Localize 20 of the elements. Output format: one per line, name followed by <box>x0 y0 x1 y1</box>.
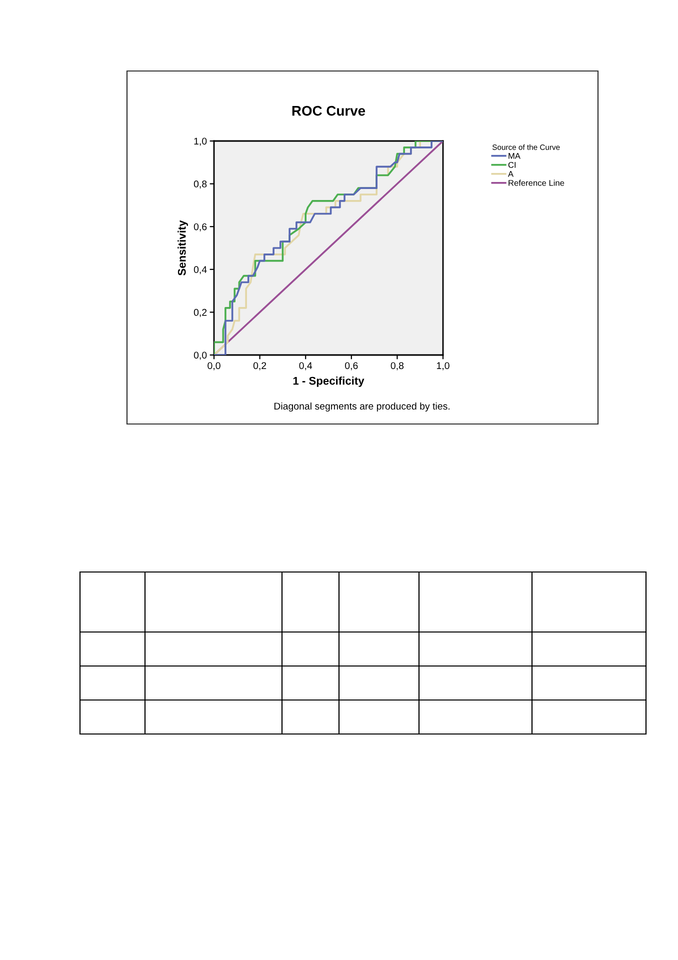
y-tick-label: 0,2 <box>194 308 207 317</box>
y-tick-label: 1,0 <box>194 138 207 146</box>
legend-label: Reference Line <box>508 180 564 186</box>
x-tick-label: 0,4 <box>299 362 312 370</box>
legend-label: CI <box>508 162 516 168</box>
legend-label: MA <box>508 153 520 159</box>
x-tick-label: 0,6 <box>345 362 358 370</box>
x-tick-label: 0,2 <box>253 362 266 370</box>
y-axis-title: Sensitivity <box>178 220 188 276</box>
x-tick-label: 0,0 <box>208 362 220 370</box>
y-tick-label: 0,6 <box>194 223 207 232</box>
x-axis-title: 1 - Specificity <box>293 376 364 387</box>
y-tick-label: 0,0 <box>194 352 207 360</box>
legend-label: A <box>508 171 514 177</box>
x-tick-label: 1,0 <box>436 362 450 370</box>
y-tick-label: 0,4 <box>194 266 207 274</box>
chart-title: ROC Curve <box>292 106 366 116</box>
y-tick-label: 0,8 <box>194 180 207 189</box>
text: Diagonal segments are produced by ties. <box>274 402 450 412</box>
x-tick-label: 0,8 <box>390 362 404 370</box>
